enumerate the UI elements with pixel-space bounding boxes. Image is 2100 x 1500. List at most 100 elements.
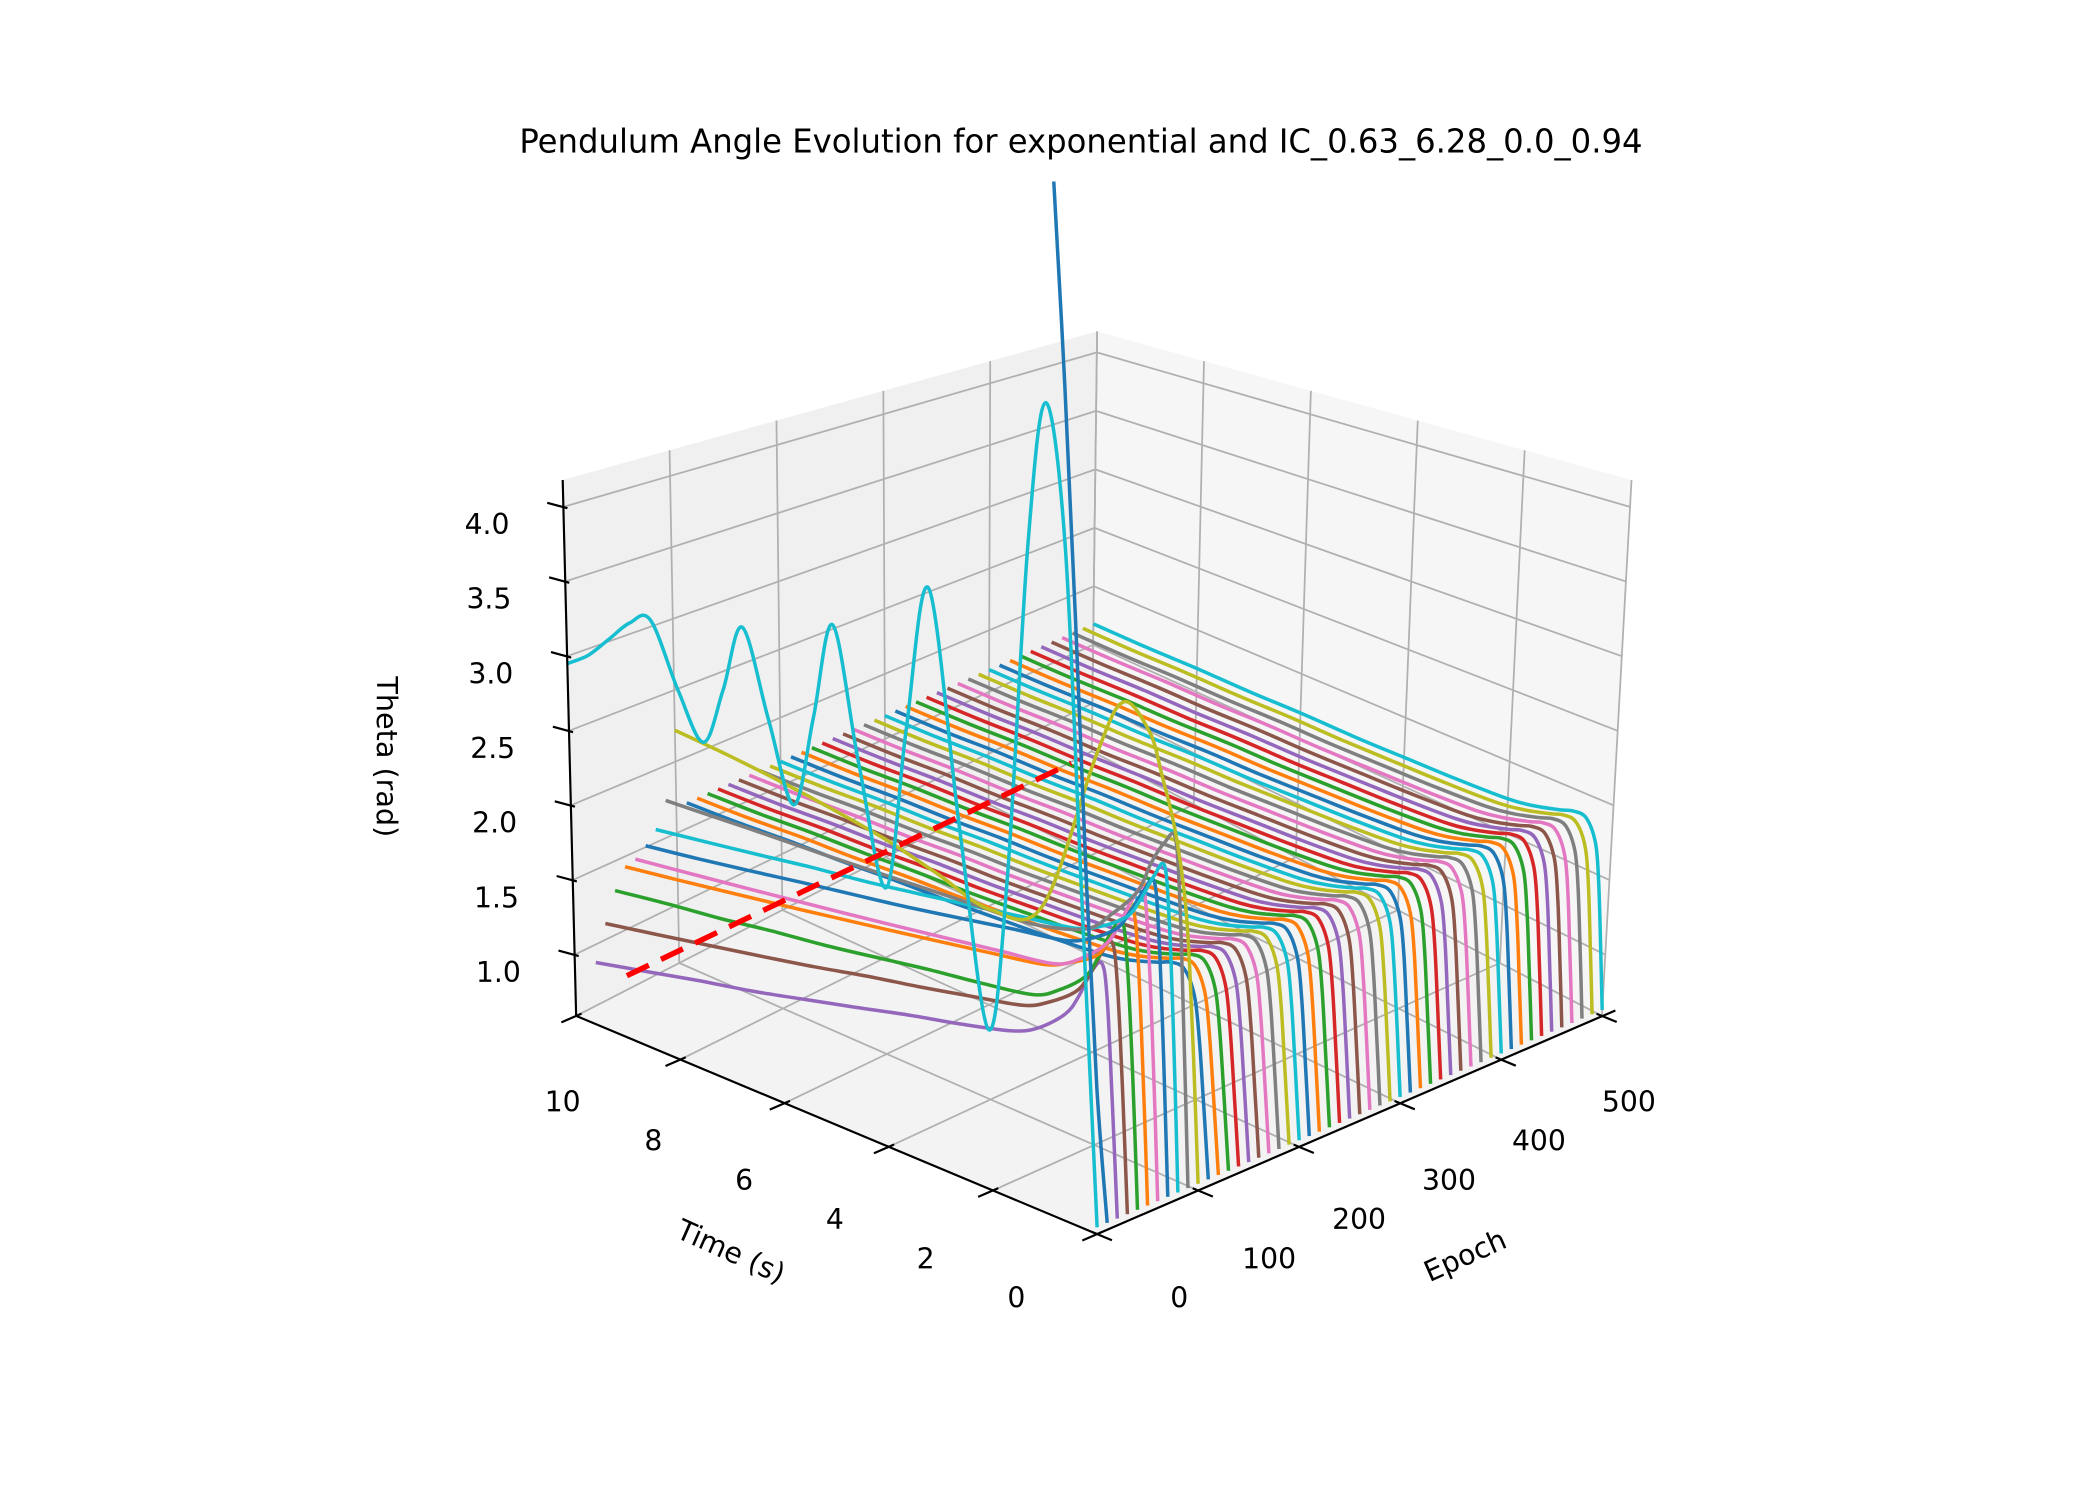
epoch-tick-label: 500 [1602, 1085, 1656, 1118]
series-line-epoch-100 [674, 699, 1200, 1184]
wall-gridline-epoch [882, 390, 887, 858]
left-wall-pane [562, 331, 1098, 1016]
theta-tick [552, 725, 574, 734]
theta-tick [546, 501, 568, 510]
series-line-epoch-460 [1050, 640, 1564, 1028]
chart-title: Pendulum Angle Evolution for exponential… [519, 123, 1642, 161]
series-line-epoch-40 [614, 888, 1140, 1210]
right-wall-gridline-theta [1095, 410, 1627, 583]
series-line-epoch-410 [998, 663, 1514, 1050]
series-line-epoch-420 [1009, 658, 1524, 1045]
x-axis-label: Time (s) [671, 1213, 790, 1291]
y-axis-label: Epoch [1419, 1223, 1511, 1289]
epoch-tick-label: 200 [1332, 1203, 1386, 1236]
time-tick [665, 1056, 687, 1067]
left-wall-gridline-theta [570, 585, 1095, 807]
floor-gridline-epoch [678, 962, 1199, 1192]
theta-tick-label: 3.0 [468, 657, 513, 690]
z-axis-label: Theta (rad) [370, 675, 403, 837]
theta-tick [548, 576, 570, 584]
right-wall-gridline-theta [1096, 351, 1631, 508]
time-tick-label: 6 [735, 1164, 753, 1197]
wall-gridline-epoch [668, 450, 681, 964]
series-line-epoch-90 [665, 798, 1190, 1189]
time-tick-label: 0 [1007, 1282, 1025, 1315]
theta-tick [558, 949, 579, 958]
series-line-epoch-310 [894, 709, 1413, 1093]
series-line-epoch-320 [905, 704, 1423, 1089]
theta-tick-label: 3.5 [466, 583, 511, 616]
axis-lines [546, 479, 1618, 1242]
series-line-epoch-330 [915, 700, 1433, 1084]
floor-gridline-time [784, 856, 1297, 1104]
series-line-epoch-450 [1040, 645, 1554, 1032]
theta-tick-label: 2.0 [472, 806, 517, 839]
right-wall-gridline-theta [1094, 527, 1618, 732]
series-line-epoch-260 [842, 732, 1362, 1115]
series-line-epoch-20 [595, 960, 1120, 1219]
time-tick-label: 8 [644, 1124, 662, 1157]
time-tick [977, 1187, 999, 1198]
theta-tick [554, 800, 576, 808]
left-wall-gridline-theta [572, 644, 1094, 881]
epoch-tick-label: 400 [1512, 1124, 1566, 1157]
series-line-epoch-0 [566, 400, 1099, 1228]
series-line-epoch-430 [1019, 654, 1534, 1041]
epoch-tick [1596, 1012, 1618, 1024]
theta-tick-label: 2.5 [470, 732, 515, 765]
right-wall-gridline-theta [1095, 468, 1623, 658]
series-line-epoch-270 [852, 727, 1372, 1110]
series-line-epoch-490 [1082, 626, 1594, 1015]
theta-tick-label: 1.0 [476, 956, 521, 989]
series-line-epoch-440 [1030, 649, 1544, 1036]
time-tick [769, 1099, 791, 1111]
epoch-tick [1293, 1143, 1315, 1154]
series-line-epoch-240 [821, 741, 1342, 1124]
series-line-epoch-280 [863, 723, 1382, 1106]
wall-gridline-time [1601, 479, 1633, 1016]
floor-pane [576, 751, 1602, 1235]
series-line-epoch-480 [1071, 631, 1584, 1019]
epoch-tick [1495, 1056, 1517, 1067]
series-line-epoch-250 [832, 736, 1352, 1119]
series-line-epoch-180 [759, 768, 1281, 1150]
series-line-epoch-70 [645, 844, 1170, 1197]
left-wall-gridline-theta [564, 410, 1097, 583]
series-line-epoch-380 [967, 677, 1483, 1063]
right-wall-gridline-theta [1092, 702, 1606, 956]
series-line-epoch-30 [605, 921, 1130, 1215]
time-tick [873, 1143, 895, 1155]
data-series [566, 181, 1604, 1228]
series-line-epoch-220 [800, 750, 1322, 1132]
series-line-epoch-360 [946, 686, 1463, 1071]
left-wall-gridline-theta [568, 527, 1095, 732]
series-line-epoch-170 [748, 773, 1271, 1154]
series-line-epoch-210 [790, 755, 1312, 1137]
epoch-tick [1394, 1099, 1416, 1111]
time-tick-label: 2 [917, 1242, 935, 1275]
series-line-epoch-400 [988, 668, 1503, 1054]
time-tick [560, 1012, 582, 1024]
epoch-tick [1192, 1187, 1214, 1198]
epoch-tick-label: 0 [1170, 1282, 1188, 1315]
series-line-epoch-300 [884, 713, 1402, 1097]
theta-axis-line [561, 479, 578, 1016]
wall-gridline-epoch [1090, 331, 1098, 752]
theta-tick [550, 651, 572, 659]
epoch-axis-line [1096, 1009, 1616, 1236]
epoch-tick-label: 300 [1422, 1164, 1476, 1197]
right-wall-gridline-theta [1093, 585, 1614, 807]
theta-tick [556, 874, 578, 883]
series-line-epoch-10 [1052, 181, 1109, 1224]
series-line-epoch-340 [925, 695, 1443, 1080]
series-line-epoch-470 [1061, 636, 1574, 1024]
reference-dashed-line [625, 760, 1073, 979]
epoch-tick [1091, 1230, 1113, 1242]
epoch-tick-label: 100 [1242, 1242, 1296, 1275]
series-line-epoch-390 [977, 672, 1493, 1058]
theta-tick-label: 4.0 [465, 508, 510, 541]
series-line-epoch-290 [873, 718, 1392, 1102]
time-tick-label: 10 [545, 1085, 581, 1118]
series-line-epoch-500 [1092, 622, 1604, 1010]
floor-gridline-time [888, 909, 1399, 1148]
